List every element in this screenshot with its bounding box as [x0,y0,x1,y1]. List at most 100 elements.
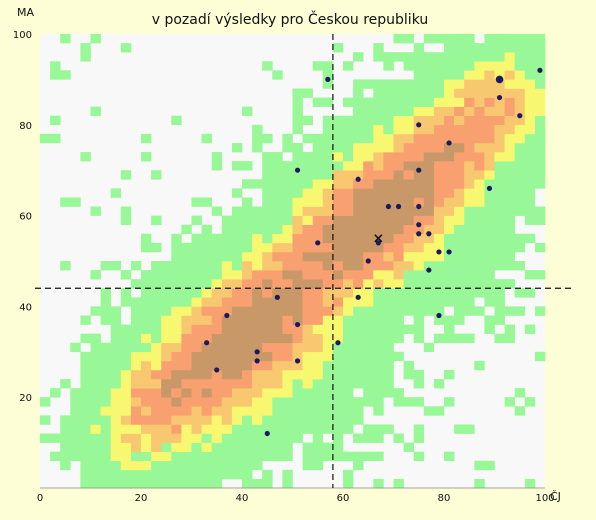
heatmap-cell [363,179,374,189]
heatmap-cell [484,297,495,307]
heatmap-cell [100,469,111,480]
heatmap-cell [141,369,152,380]
heatmap-cell [80,469,91,480]
heatmap-cell [231,397,243,407]
country-marker [374,234,383,243]
heatmap-cell [120,270,132,280]
heatmap-cell [181,279,192,289]
heatmap-cell [363,369,374,380]
heatmap-cell [393,188,404,198]
heatmap-cell [322,170,334,180]
heatmap-cell [130,406,142,416]
heatmap-cell [272,288,283,298]
heatmap-cell [393,206,404,216]
heatmap-cell [474,61,485,71]
heatmap-cell [444,179,455,189]
heatmap-cell [413,261,425,271]
heatmap-cell [282,306,293,316]
heatmap-cell [383,197,394,207]
heatmap-cell [353,369,364,380]
heatmap-cell [403,115,414,126]
heatmap-cell [221,270,233,280]
heatmap-cell [181,360,192,371]
heatmap-cell [231,261,243,271]
heatmap-cell [514,197,526,207]
heatmap-cell [504,70,515,80]
heatmap-cell [191,415,202,425]
heatmap-cell [332,124,344,135]
heatmap-cell [444,251,455,262]
heatmap-cell [343,215,354,225]
heatmap-cell [191,397,202,407]
reference-lines [35,34,575,488]
heatmap-cell [100,360,111,371]
heatmap-cell [332,206,344,216]
heatmap-cell [161,460,172,471]
heatmap-cell [262,306,273,316]
heatmap-cell [514,106,526,117]
data-point [365,258,371,264]
heatmap-cell [504,61,515,71]
heatmap-cell [110,469,122,480]
heatmap-cell [211,469,223,480]
heatmap-cell [120,206,132,216]
heatmap-cell [161,369,172,380]
heatmap-cell [423,170,435,180]
heatmap-cell [151,261,162,271]
heatmap-cell [312,315,324,325]
heatmap-cell [393,97,404,107]
heatmap-cell [444,297,455,307]
heatmap-cell [474,88,485,98]
heatmap-cell [383,161,394,171]
heatmap-cell [181,251,192,262]
heatmap-cell [221,406,233,416]
heatmap-cell [80,388,91,398]
heatmap-cell [90,478,101,489]
heatmap-cell [151,369,162,380]
heatmap-cell [383,270,394,280]
heatmap-cell [393,388,404,398]
heatmap-cell [433,179,445,189]
heatmap-cell [403,279,414,289]
heatmap-cell [231,242,243,253]
heatmap-cell [322,142,334,153]
heatmap-cell [343,152,354,162]
heatmap-cell [292,306,303,316]
marker-stroke [374,234,383,243]
heatmap-cell [90,379,101,389]
heatmap-cell [433,61,445,71]
heatmap-cell [343,315,354,325]
heatmap-cell [161,397,172,407]
heatmap-cell [464,224,475,235]
heatmap-cell [262,261,273,271]
heatmap-cell [191,433,202,443]
heatmap-cell [343,170,354,180]
heatmap-cell [231,442,243,452]
heatmap-cell [221,342,233,353]
heatmap-cell [171,233,182,244]
heatmap-cell [151,360,162,371]
heatmap-cell [484,124,495,135]
heatmap-cell [302,242,313,253]
heatmap-cell [343,379,354,389]
heatmap-cell [120,451,132,462]
heatmap-cell [312,251,324,262]
heatmap-cell [272,397,283,407]
heatmap-cell [141,324,152,334]
heatmap-cell [110,397,122,407]
heatmap-cell [454,279,465,289]
heatmap-cell [302,324,313,334]
heatmap-cell [403,261,414,271]
heatmap-cell [514,233,526,244]
heatmap-cell [292,179,303,189]
heatmap-cell [393,197,404,207]
heatmap-cell [524,52,536,62]
heatmap-cell [292,433,303,443]
heatmap-cell [343,324,354,334]
heatmap-cell [504,152,515,162]
heatmap-cell [90,351,101,362]
heatmap-cell [231,460,243,471]
heatmap-cell [494,170,505,180]
data-point [254,358,260,364]
heatmap-cell [504,142,515,153]
